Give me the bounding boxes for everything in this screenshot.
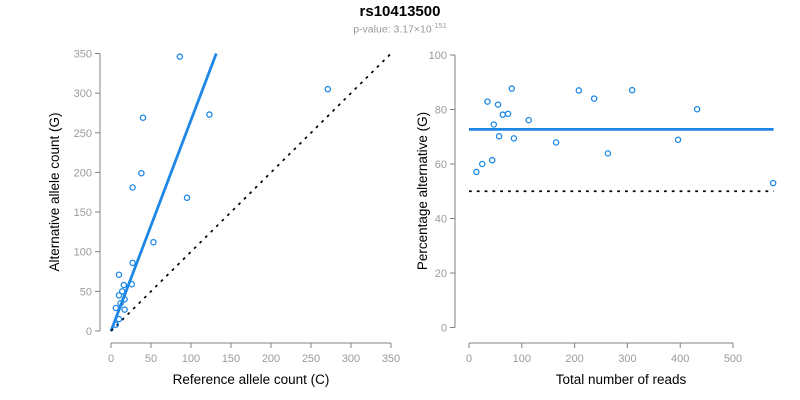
data-point	[552, 139, 560, 146]
percentage-x-axis-title: Total number of reads	[556, 372, 687, 387]
data-point	[490, 121, 498, 128]
data-point	[139, 114, 147, 121]
data-point	[499, 111, 507, 118]
percentage-y-axis-title: Percentage alternative (G)	[415, 112, 430, 270]
allele-counts-fit-line	[109, 53, 218, 332]
y-tick-label: 0	[86, 326, 92, 338]
chart-subtitle: p-value: 3.17×10-151	[0, 21, 800, 36]
y-tick-label: 200	[74, 167, 92, 179]
data-point	[628, 86, 636, 94]
data-point	[674, 136, 682, 143]
y-tick-label: 100	[429, 50, 447, 62]
data-point	[115, 271, 123, 278]
allele-counts-plot: 0 50 100 150 200 250 300 350 0 50 100 150 200 250 300 3…	[47, 49, 400, 387]
data-point	[488, 156, 496, 164]
allele-counts-x-axis-title: Reference allele count (C)	[173, 372, 330, 387]
y-tick-label: 60	[435, 159, 447, 171]
data-point	[473, 168, 480, 176]
x-tick-label: 0	[108, 353, 114, 365]
data-point	[590, 95, 598, 102]
x-tick-label: 300	[342, 353, 360, 365]
x-tick-label: 100	[513, 353, 531, 365]
data-point	[484, 98, 491, 105]
percentage-x-axis	[468, 342, 734, 348]
data-point	[118, 288, 126, 295]
data-point	[176, 53, 184, 60]
data-point	[693, 105, 701, 113]
data-point	[183, 194, 191, 202]
x-tick-label: 50	[145, 353, 157, 365]
x-tick-label: 0	[466, 353, 472, 365]
x-tick-label: 100	[182, 353, 200, 365]
data-point	[121, 296, 128, 303]
pvalue-text: p-value: 3.17×10	[353, 23, 432, 36]
data-point	[478, 160, 486, 168]
y-tick-label: 20	[435, 268, 447, 280]
data-point	[115, 292, 123, 299]
data-point	[604, 150, 612, 157]
allele-counts-x-axis	[110, 342, 392, 348]
percentage-y-axis	[450, 54, 456, 328]
x-tick-label: 200	[565, 353, 583, 365]
x-tick-label: 300	[618, 353, 636, 365]
percentage-x-tick-labels: 0 100 200 300 400 500	[466, 353, 742, 365]
chart-title: rs10413500	[359, 3, 441, 20]
allele-counts-x-tick-labels: 0 50 100 150 200 250 300 350	[108, 353, 400, 365]
percentage-data-points	[473, 85, 777, 187]
y-tick-label: 150	[74, 207, 92, 219]
data-point	[138, 169, 145, 177]
data-point	[504, 110, 512, 118]
data-point	[494, 101, 502, 108]
data-point	[150, 238, 157, 246]
y-tick-label: 0	[441, 323, 447, 335]
data-point	[324, 85, 332, 93]
data-point	[120, 281, 128, 289]
allele-counts-identity-line	[110, 52, 392, 332]
allele-counts-y-tick-labels: 0 50 100 150 200 250 300 350	[74, 49, 92, 338]
data-point	[575, 87, 583, 94]
y-tick-label: 300	[74, 88, 92, 100]
percentage-plot: 0 100 200 300 400 500 0 20 40 60 80 100 Total number…	[415, 50, 777, 387]
data-point	[525, 116, 532, 124]
data-point	[508, 85, 516, 92]
data-point	[112, 304, 120, 312]
x-tick-label: 200	[262, 353, 280, 365]
y-tick-label: 100	[74, 247, 92, 259]
data-point	[769, 179, 777, 187]
data-point	[129, 259, 136, 267]
allele-counts-y-axis	[95, 53, 101, 332]
y-tick-label: 50	[80, 286, 92, 298]
data-point	[510, 135, 518, 142]
data-point	[117, 299, 124, 307]
data-point	[129, 184, 136, 191]
x-tick-label: 500	[724, 353, 742, 365]
pvalue-exponent: -151	[431, 21, 447, 30]
data-point	[206, 111, 213, 118]
y-tick-label: 80	[435, 105, 447, 117]
x-tick-label: 400	[671, 353, 689, 365]
x-tick-label: 350	[382, 353, 400, 365]
y-tick-label: 250	[74, 128, 92, 140]
y-tick-label: 40	[435, 214, 447, 226]
data-point	[128, 280, 136, 288]
data-point	[121, 306, 128, 313]
allele-counts-data-points	[112, 53, 332, 328]
allele-counts-y-axis-title: Alternative allele count (G)	[47, 112, 62, 271]
data-point	[112, 321, 120, 328]
x-tick-label: 150	[222, 353, 240, 365]
percentage-y-tick-labels: 0 20 40 60 80 100	[429, 50, 447, 335]
x-tick-label: 250	[302, 353, 320, 365]
data-point	[495, 132, 503, 140]
data-point	[115, 315, 123, 323]
y-tick-label: 350	[74, 49, 92, 61]
